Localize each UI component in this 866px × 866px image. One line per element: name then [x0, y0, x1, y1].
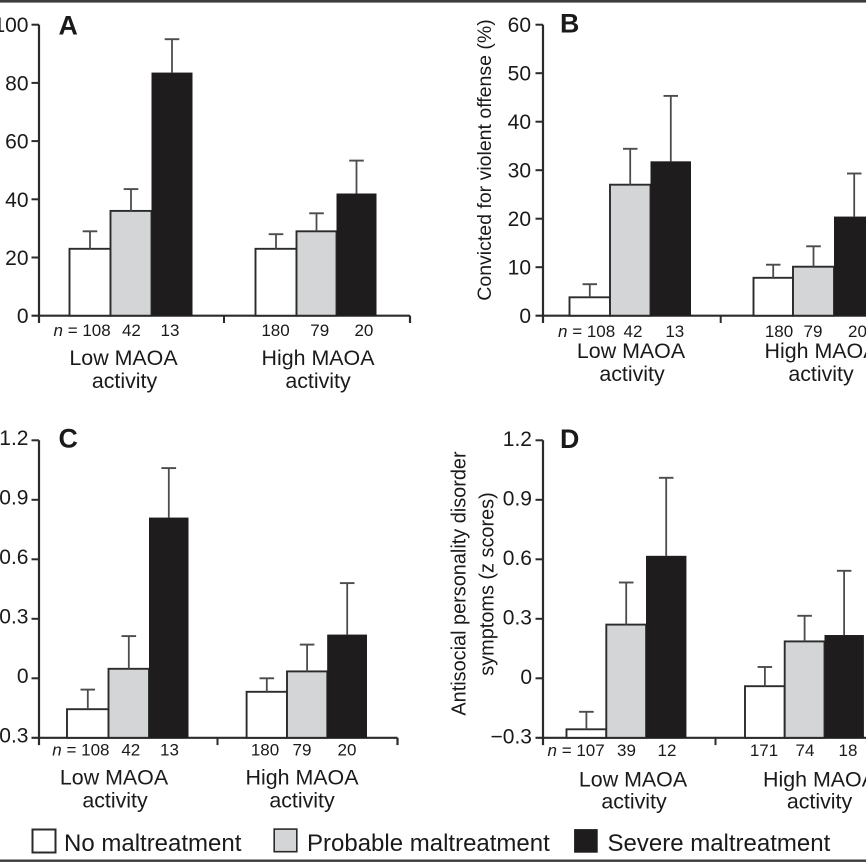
svg-text:0: 0: [17, 305, 29, 328]
svg-text:activity: activity: [599, 362, 665, 386]
svg-text:74: 74: [796, 741, 815, 760]
svg-text:42: 42: [121, 740, 140, 759]
svg-text:Antisocial personality disorde: Antisocial personality disorder: [449, 451, 471, 716]
svg-text:20: 20: [354, 321, 373, 340]
svg-text:activity: activity: [788, 362, 854, 386]
svg-text:n = 108: n = 108: [52, 740, 109, 759]
svg-text:0: 0: [17, 665, 29, 688]
svg-text:Convicted for violent offense: Convicted for violent offense (%): [474, 19, 496, 300]
svg-text:Low MAOA: Low MAOA: [69, 346, 178, 370]
svg-text:activity: activity: [269, 789, 335, 813]
svg-text:B: B: [560, 9, 579, 39]
svg-text:0.6: 0.6: [0, 546, 29, 569]
svg-text:13: 13: [161, 321, 180, 340]
svg-text:30: 30: [508, 160, 531, 183]
svg-text:0.9: 0.9: [0, 486, 29, 509]
svg-text:0: 0: [520, 666, 532, 689]
svg-text:1.2: 1.2: [0, 427, 29, 450]
svg-text:n = 107: n = 107: [548, 741, 605, 760]
svg-text:79: 79: [804, 322, 823, 341]
svg-text:171: 171: [750, 741, 778, 760]
svg-text:79: 79: [310, 321, 329, 340]
svg-text:60: 60: [508, 14, 531, 37]
svg-text:79: 79: [293, 740, 312, 759]
svg-text:High MAOA: High MAOA: [763, 768, 866, 792]
svg-text:C: C: [59, 424, 78, 454]
svg-text:No maltreatment: No maltreatment: [64, 830, 242, 857]
svg-text:100: 100: [0, 14, 29, 37]
svg-text:0.9: 0.9: [503, 488, 532, 511]
svg-text:symptoms (z scores): symptoms (z scores): [477, 492, 499, 675]
svg-text:12: 12: [658, 741, 677, 760]
svg-text:High MAOA: High MAOA: [246, 766, 360, 790]
svg-text:Low MAOA: Low MAOA: [577, 339, 686, 363]
svg-text:activity: activity: [787, 790, 853, 814]
svg-text:0.3: 0.3: [0, 605, 29, 628]
svg-text:180: 180: [261, 321, 289, 340]
svg-text:18: 18: [839, 741, 858, 760]
svg-text:20: 20: [848, 322, 866, 341]
svg-text:activity: activity: [82, 789, 148, 813]
svg-text:n = 108: n = 108: [558, 322, 615, 341]
svg-text:80: 80: [5, 72, 28, 95]
svg-text:activity: activity: [285, 369, 351, 393]
svg-text:180: 180: [765, 322, 793, 341]
svg-text:−0.3: −0.3: [0, 724, 29, 747]
svg-text:1.2: 1.2: [503, 428, 532, 451]
svg-text:39: 39: [617, 741, 636, 760]
svg-text:60: 60: [5, 131, 28, 154]
svg-text:10: 10: [508, 257, 531, 280]
svg-text:n = 108: n = 108: [54, 321, 111, 340]
svg-text:40: 40: [5, 189, 28, 212]
svg-text:13: 13: [665, 322, 684, 341]
svg-text:A: A: [59, 11, 78, 41]
svg-text:activity: activity: [601, 790, 667, 814]
svg-text:42: 42: [624, 322, 643, 341]
svg-text:0: 0: [519, 305, 531, 328]
svg-text:20: 20: [338, 740, 357, 759]
svg-text:Severe maltreatment: Severe maltreatment: [608, 830, 831, 857]
svg-text:20: 20: [508, 208, 531, 231]
svg-text:13: 13: [160, 740, 179, 759]
svg-text:Probable maltreatment: Probable maltreatment: [307, 830, 550, 857]
svg-text:180: 180: [251, 740, 279, 759]
svg-text:42: 42: [122, 321, 141, 340]
svg-text:Low MAOA: Low MAOA: [579, 768, 688, 792]
svg-text:High MAOA: High MAOA: [262, 346, 376, 370]
svg-text:D: D: [560, 424, 579, 454]
svg-text:40: 40: [508, 111, 531, 134]
svg-text:Low MAOA: Low MAOA: [60, 766, 169, 790]
svg-text:High MAOA: High MAOA: [765, 339, 866, 363]
svg-text:activity: activity: [92, 369, 158, 393]
svg-text:−0.3: −0.3: [491, 726, 532, 749]
svg-text:20: 20: [5, 247, 28, 270]
svg-text:50: 50: [508, 63, 531, 86]
svg-text:0.3: 0.3: [503, 607, 532, 630]
svg-text:0.6: 0.6: [503, 547, 532, 570]
